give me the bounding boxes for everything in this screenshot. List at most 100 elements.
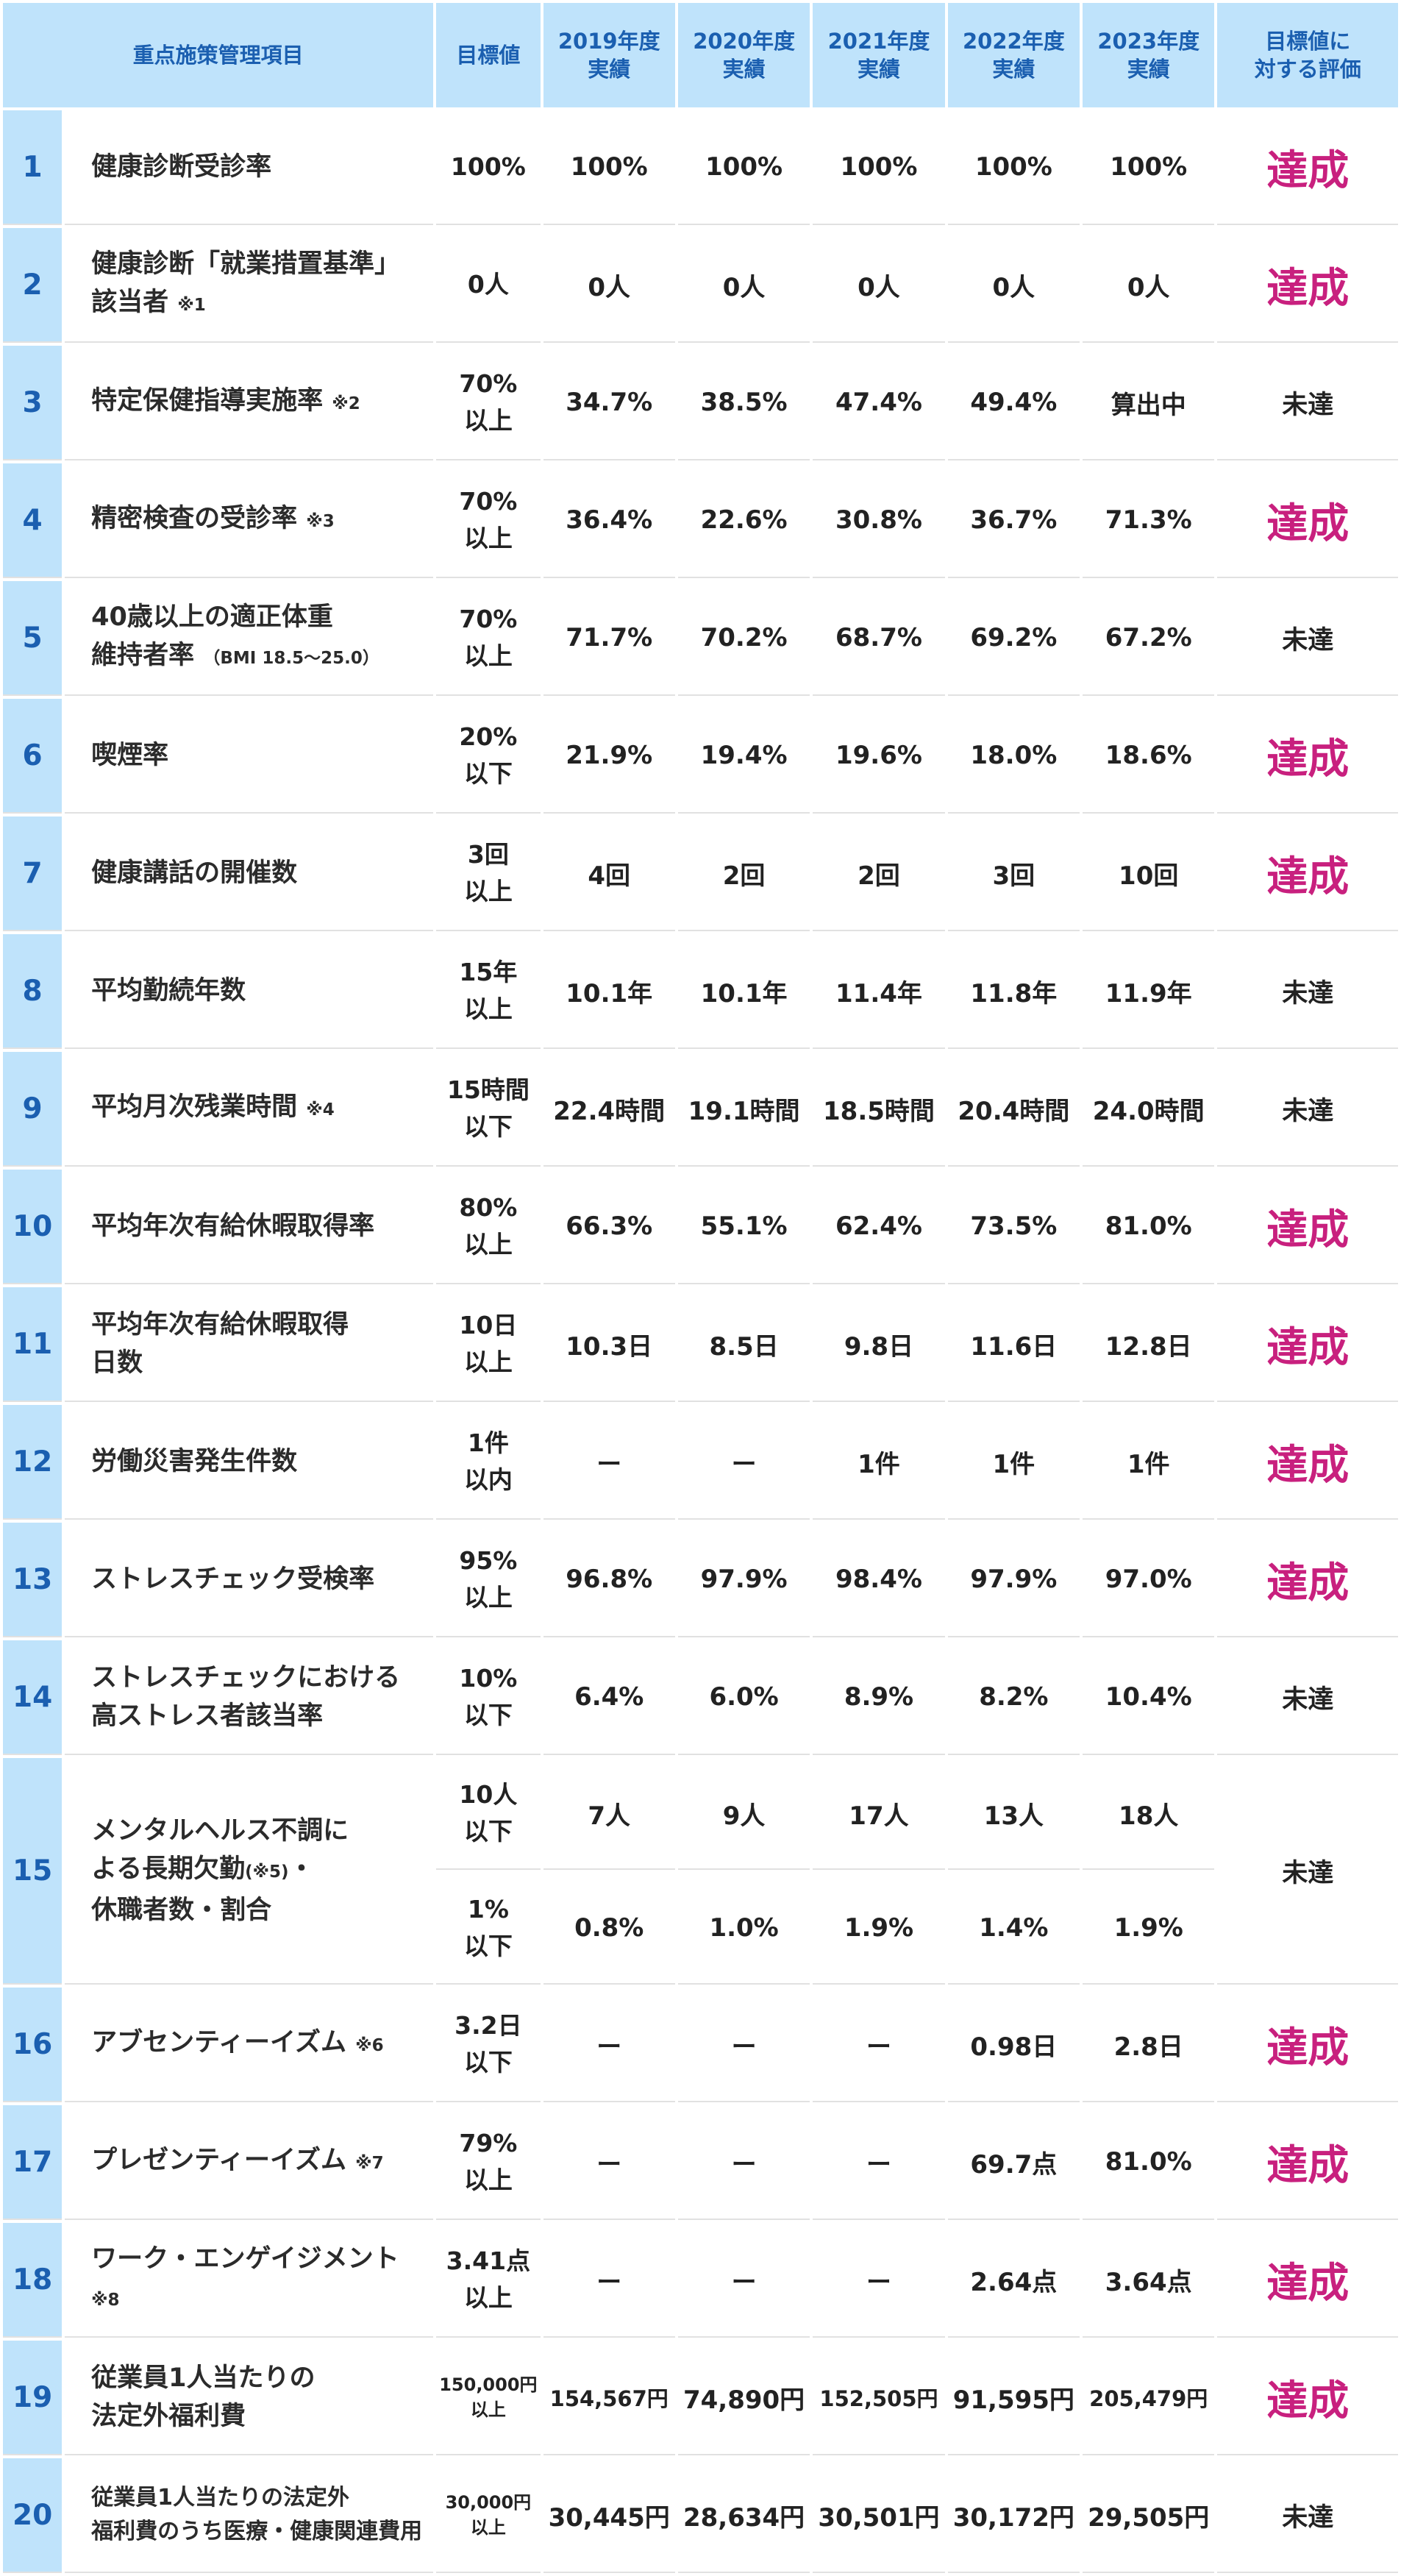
item-label: メンタルヘルス不調に よる長期欠勤 <box>91 1816 349 1884</box>
item-name: 健康診断受診率 <box>65 110 434 225</box>
value-2019: ー <box>543 1405 675 1520</box>
value-2022: 3回 <box>947 816 1080 931</box>
target-value: 70% 以上 <box>436 581 541 696</box>
header-2022: 2022年度 実績 <box>947 3 1080 107</box>
value-2021: 30,501円 <box>813 2458 945 2573</box>
row-number: 14 <box>3 1640 63 1755</box>
value-2019: 71.7% <box>543 581 675 696</box>
table-row: 4 精密検査の受診率 ※3 70% 以上 36.4% 22.6% 30.8% 36.7% 71… <box>3 463 1398 578</box>
target-value: 0人 <box>436 228 541 343</box>
item-name: 平均月次残業時間 ※4 <box>65 1052 434 1167</box>
value-2022: 97.9% <box>947 1523 1080 1637</box>
value-2023: 71.3% <box>1083 463 1215 578</box>
item-name: 労働災害発生件数 <box>65 1405 434 1520</box>
value-2021: 19.6% <box>813 699 945 814</box>
item-name: 特定保健指導実施率 ※2 <box>65 346 434 460</box>
table-row: 11 平均年次有給休暇取得 日数 10日 以上 10.3日 8.5日 9.8日 11.6日 1… <box>3 1287 1398 1402</box>
value-2023: 100% <box>1083 110 1215 225</box>
item-note: (※5) <box>245 1862 289 1882</box>
item-note: （BMI 18.5〜25.0） <box>203 649 379 668</box>
value-2023: 97.0% <box>1083 1523 1215 1637</box>
item-label: ストレスチェックにおける 高ストレス者該当率 <box>91 1663 401 1731</box>
value-2023: 算出中 <box>1083 346 1215 460</box>
value-2021: 18.5時間 <box>813 1052 945 1167</box>
value-2019: 96.8% <box>543 1523 675 1637</box>
value-2022: 18.0% <box>947 699 1080 814</box>
value-2023: 29,505円 <box>1083 2458 1215 2573</box>
value-2020: ー <box>677 2223 810 2338</box>
item-name: 喫煙率 <box>65 699 434 814</box>
row-number: 1 <box>3 110 63 225</box>
value-2020: 6.0% <box>677 1640 810 1755</box>
value-2023: 10.4% <box>1083 1640 1215 1755</box>
item-name: ストレスチェック受検率 <box>65 1523 434 1637</box>
item-name: 40歳以上の適正体重 維持者率 （BMI 18.5〜25.0） <box>65 581 434 696</box>
evaluation-badge: 未達 <box>1217 1640 1398 1755</box>
item-label: 平均勤続年数 <box>91 976 246 1006</box>
item-label: 労働災害発生件数 <box>91 1447 298 1476</box>
target-value: 15年 以上 <box>436 934 541 1049</box>
row-number: 19 <box>3 2341 63 2455</box>
value-2023: 81.0% <box>1083 2105 1215 2220</box>
value-2019: 0人 <box>543 228 675 343</box>
item-note: ※3 <box>306 512 335 531</box>
evaluation-badge: 達成 <box>1217 463 1398 578</box>
value-2022: 11.6日 <box>947 1287 1080 1402</box>
row-number: 3 <box>3 346 63 460</box>
value-2021: 0人 <box>813 228 945 343</box>
target-value: 70% 以上 <box>436 463 541 578</box>
item-label: 喫煙率 <box>91 741 169 770</box>
item-label: アブセンティーイズム <box>91 2028 347 2057</box>
value-2020: 38.5% <box>677 346 810 460</box>
evaluation-badge: 達成 <box>1217 1170 1398 1284</box>
evaluation-badge: 達成 <box>1217 699 1398 814</box>
value-2022: 91,595円 <box>947 2341 1080 2455</box>
value-2021: ー <box>813 1988 945 2102</box>
target-value: 100% <box>436 110 541 225</box>
header-row: 重点施策管理項目 目標値 2019年度 実績 2020年度 実績 2021年度 … <box>3 3 1398 107</box>
value-2022: 73.5% <box>947 1170 1080 1284</box>
target-value: 3回 以上 <box>436 816 541 931</box>
value-2019: ー <box>543 1988 675 2102</box>
table-row: 1% 以下 0.8% 1.0% 1.9% 1.4% 1.9% <box>3 1873 1398 1985</box>
evaluation-badge: 達成 <box>1217 110 1398 225</box>
value-2021: 68.7% <box>813 581 945 696</box>
value-2019: ー <box>543 2223 675 2338</box>
value-2020: 2回 <box>677 816 810 931</box>
value-2020: 19.4% <box>677 699 810 814</box>
value-2020: 100% <box>677 110 810 225</box>
value-2023: 81.0% <box>1083 1170 1215 1284</box>
item-label: ストレスチェック受検率 <box>91 1565 375 1594</box>
target-value: 30,000円 以上 <box>436 2458 541 2573</box>
value-2021: 152,505円 <box>813 2341 945 2455</box>
value-2022: 0人 <box>947 228 1080 343</box>
value-2021: 11.4年 <box>813 934 945 1049</box>
value-2023: 1.9% <box>1083 1873 1215 1985</box>
target-value: 80% 以上 <box>436 1170 541 1284</box>
value-2019: 100% <box>543 110 675 225</box>
value-2023: 67.2% <box>1083 581 1215 696</box>
row-number: 17 <box>3 2105 63 2220</box>
table-row: 6 喫煙率 20% 以下 21.9% 19.4% 19.6% 18.0% 18.6% 達成 <box>3 699 1398 814</box>
value-2023: 205,479円 <box>1083 2341 1215 2455</box>
value-2022: 20.4時間 <box>947 1052 1080 1167</box>
row-number: 20 <box>3 2458 63 2573</box>
value-2023: 11.9年 <box>1083 934 1215 1049</box>
value-2020: 74,890円 <box>677 2341 810 2455</box>
row-number: 15 <box>3 1758 63 1985</box>
value-2022: 69.2% <box>947 581 1080 696</box>
value-2023: 2.8日 <box>1083 1988 1215 2102</box>
row-number: 10 <box>3 1170 63 1284</box>
evaluation-badge: 未達 <box>1217 346 1398 460</box>
item-name: 平均年次有給休暇取得 日数 <box>65 1287 434 1402</box>
evaluation-badge: 未達 <box>1217 1758 1398 1985</box>
item-name: ストレスチェックにおける 高ストレス者該当率 <box>65 1640 434 1755</box>
value-2020: 97.9% <box>677 1523 810 1637</box>
item-note: ※6 <box>355 2036 384 2055</box>
value-2021: 9.8日 <box>813 1287 945 1402</box>
value-2019: 34.7% <box>543 346 675 460</box>
item-name: 平均年次有給休暇取得率 <box>65 1170 434 1284</box>
item-name: 精密検査の受診率 ※3 <box>65 463 434 578</box>
value-2019: 66.3% <box>543 1170 675 1284</box>
value-2019: 4回 <box>543 816 675 931</box>
